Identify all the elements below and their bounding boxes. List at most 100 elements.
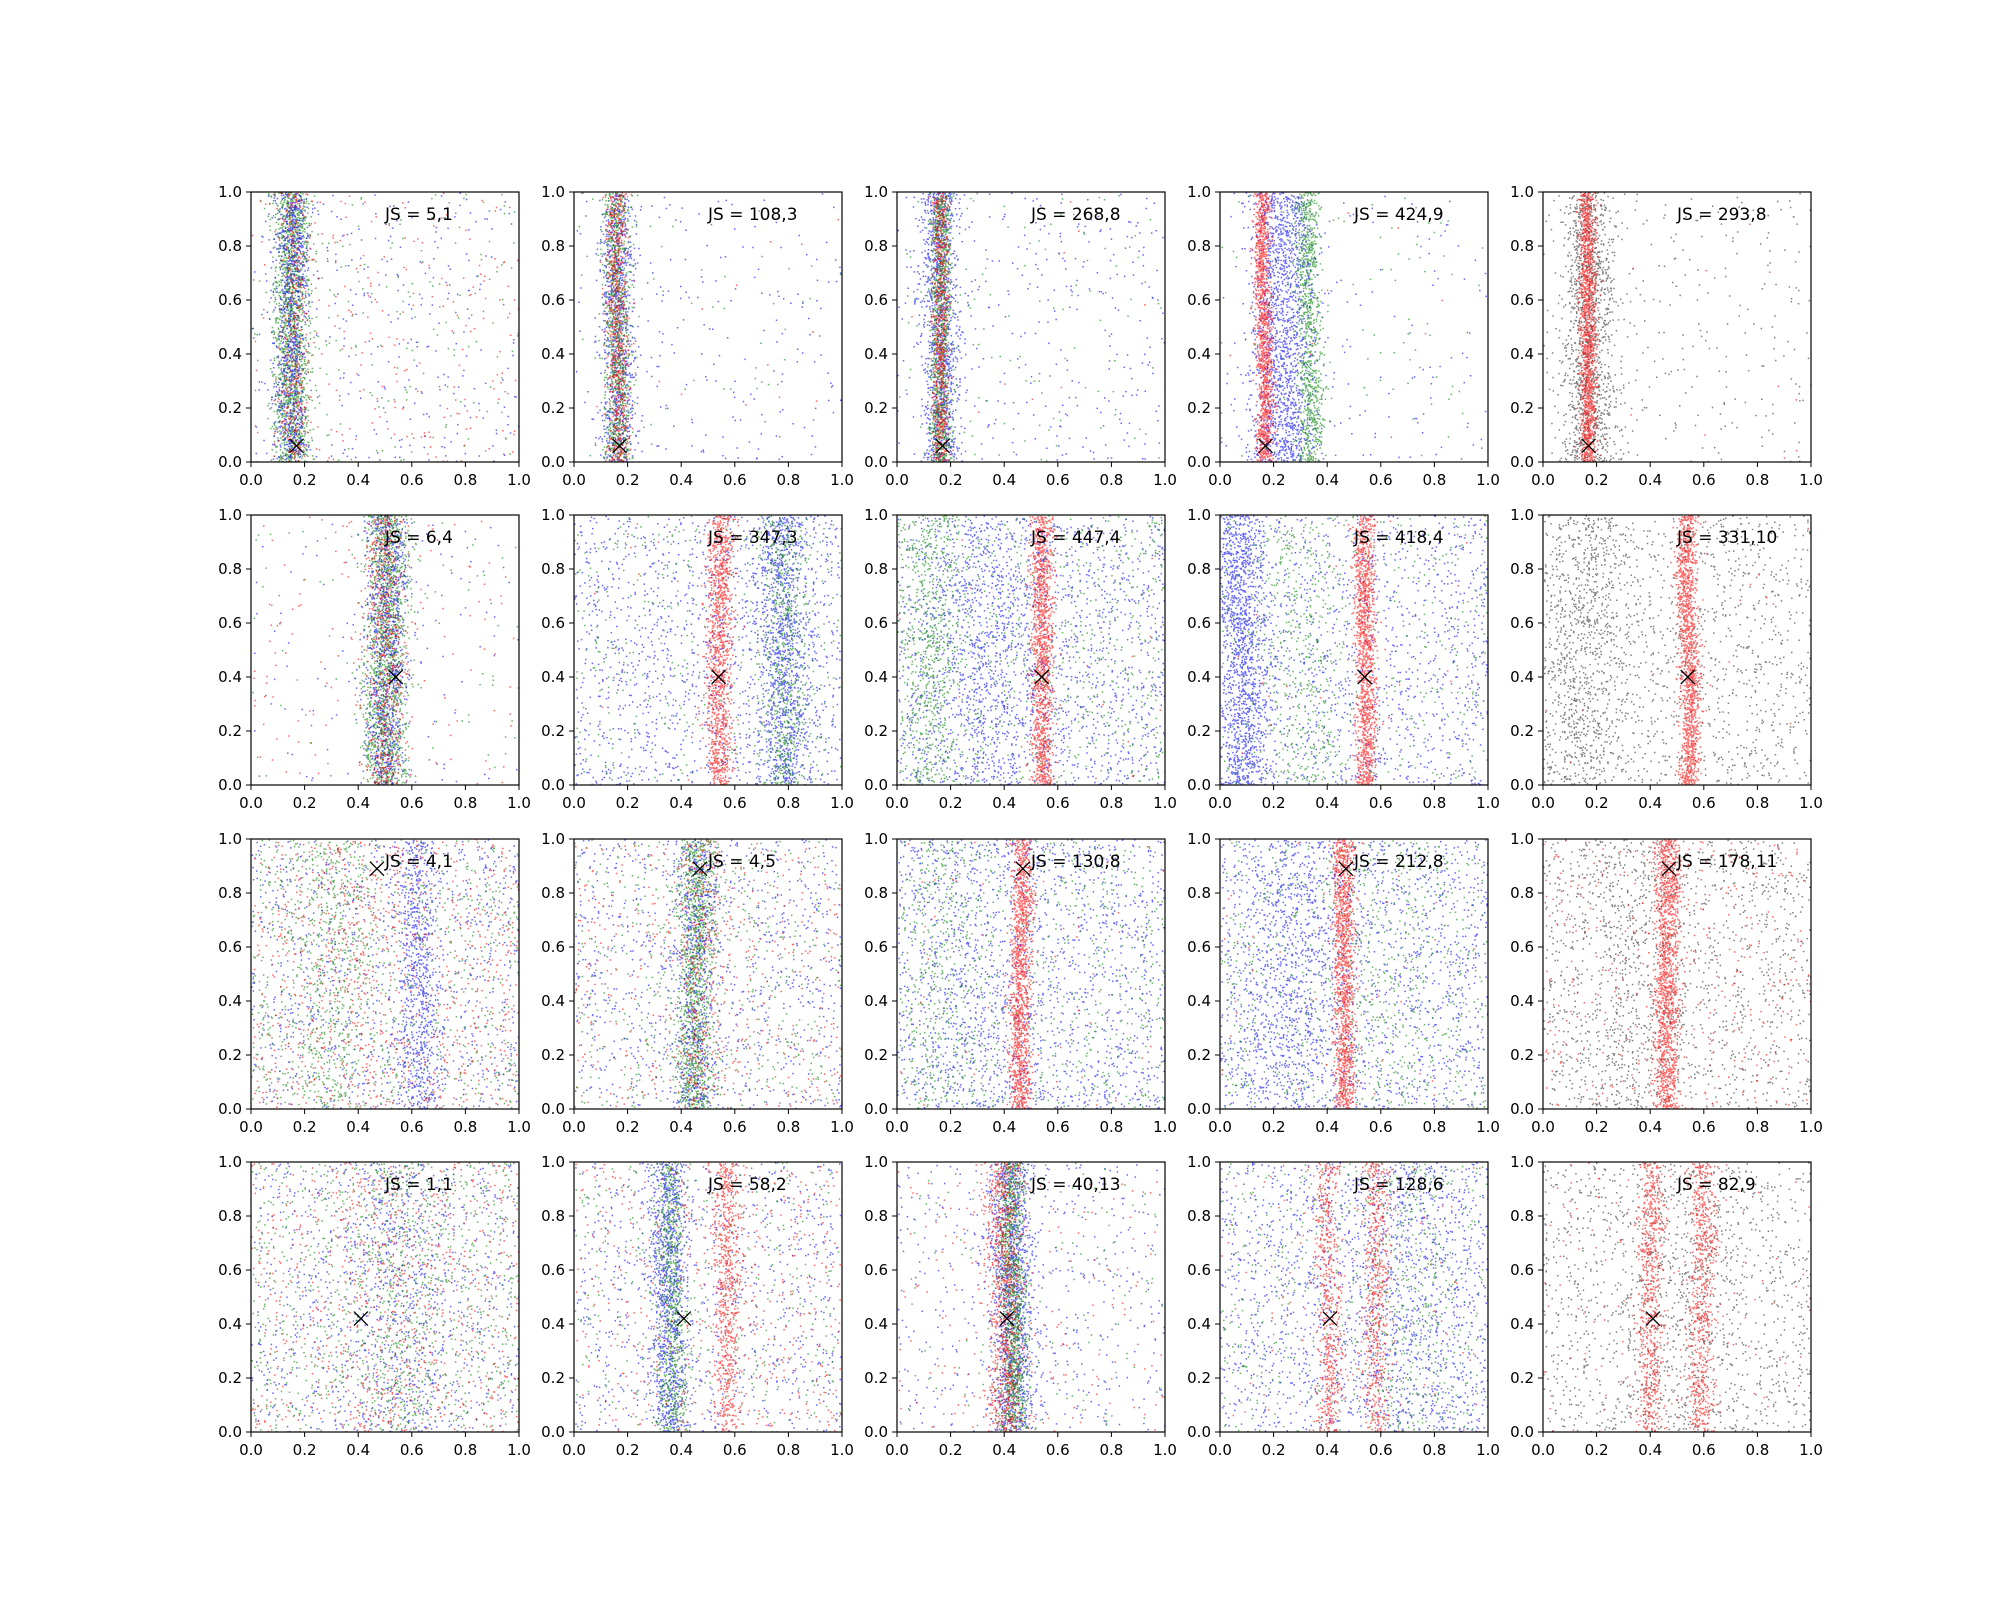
x-tick-label: 1.0 xyxy=(1153,794,1177,812)
x-tick-label: 0.0 xyxy=(885,1441,909,1459)
x-tick-label: 0.8 xyxy=(1745,794,1769,812)
y-tick-label: 0.2 xyxy=(1187,1046,1211,1064)
js-label: JS = 6,4 xyxy=(384,528,453,548)
y-tick-label: 0.6 xyxy=(218,1261,242,1279)
x-tick-label: 0.6 xyxy=(1692,471,1716,489)
x-tick-label: 1.0 xyxy=(1476,794,1500,812)
x-tick-label: 1.0 xyxy=(1153,1118,1177,1136)
x-tick-label: 0.4 xyxy=(669,1118,693,1136)
panel-2-1: 0.00.00.20.20.40.40.60.60.80.81.01.0JS =… xyxy=(218,506,531,812)
y-tick-label: 0.4 xyxy=(864,1315,888,1333)
points-black xyxy=(1543,515,1812,786)
x-tick-label: 0.4 xyxy=(1315,794,1339,812)
panel-3-4: 0.00.00.20.20.40.40.60.60.80.81.01.0JS =… xyxy=(1187,830,1500,1136)
y-tick-label: 0.2 xyxy=(1187,1369,1211,1387)
y-tick-label: 0.0 xyxy=(1510,1100,1534,1118)
y-tick-label: 0.4 xyxy=(218,992,242,1010)
y-tick-label: 0.2 xyxy=(1510,399,1534,417)
x-tick-label: 0.2 xyxy=(939,471,963,489)
axes-frame xyxy=(574,1162,842,1432)
js-label: JS = 4,5 xyxy=(707,852,776,872)
y-tick-label: 0.2 xyxy=(541,722,565,740)
js-label: JS = 128,6 xyxy=(1353,1175,1444,1195)
x-tick-label: 0.2 xyxy=(939,1441,963,1459)
x-tick-label: 0.0 xyxy=(885,794,909,812)
y-tick-label: 0.0 xyxy=(541,1423,565,1441)
js-label: JS = 347,3 xyxy=(707,528,798,548)
y-tick-label: 0.0 xyxy=(1187,453,1211,471)
x-tick-label: 0.8 xyxy=(1422,794,1446,812)
y-tick-label: 0.0 xyxy=(218,1423,242,1441)
x-tick-label: 0.6 xyxy=(723,1118,747,1136)
panel-3-3: 0.00.00.20.20.40.40.60.60.80.81.01.0JS =… xyxy=(864,830,1177,1136)
y-tick-label: 0.4 xyxy=(541,668,565,686)
x-tick-label: 0.6 xyxy=(723,471,747,489)
axes-frame xyxy=(1543,1162,1811,1432)
y-tick-label: 0.6 xyxy=(1187,938,1211,956)
x-tick-label: 0.8 xyxy=(1099,471,1123,489)
x-tick-label: 0.2 xyxy=(293,794,317,812)
y-tick-label: 0.4 xyxy=(1187,668,1211,686)
y-tick-label: 0.4 xyxy=(541,992,565,1010)
x-tick-label: 1.0 xyxy=(1799,471,1823,489)
y-tick-label: 0.8 xyxy=(541,560,565,578)
y-tick-label: 0.0 xyxy=(1510,453,1534,471)
js-label: JS = 268,8 xyxy=(1030,205,1121,225)
x-tick-label: 1.0 xyxy=(507,794,531,812)
y-tick-label: 0.6 xyxy=(218,614,242,632)
panel-3-5: 0.00.00.20.20.40.40.60.60.80.81.01.0JS =… xyxy=(1510,830,1823,1136)
y-tick-label: 1.0 xyxy=(1187,183,1211,201)
y-tick-label: 0.8 xyxy=(218,237,242,255)
y-tick-label: 0.4 xyxy=(218,345,242,363)
y-tick-label: 1.0 xyxy=(864,506,888,524)
js-label: JS = 212,8 xyxy=(1353,852,1444,872)
y-tick-label: 0.6 xyxy=(1187,614,1211,632)
y-tick-label: 1.0 xyxy=(541,1153,565,1171)
panel-1-5: 0.00.00.20.20.40.40.60.60.80.81.01.0JS =… xyxy=(1510,183,1823,489)
x-tick-label: 0.6 xyxy=(1046,471,1070,489)
x-tick-label: 0.0 xyxy=(239,1118,263,1136)
y-tick-label: 1.0 xyxy=(864,1153,888,1171)
scatter-points xyxy=(1543,839,1812,1111)
x-tick-label: 0.2 xyxy=(1262,794,1286,812)
y-tick-label: 1.0 xyxy=(541,830,565,848)
panel-4-2: 0.00.00.20.20.40.40.60.60.80.81.01.0JS =… xyxy=(541,1153,854,1459)
x-tick-label: 0.4 xyxy=(669,471,693,489)
panel-4-5: 0.00.00.20.20.40.40.60.60.80.81.01.0JS =… xyxy=(1510,1153,1823,1459)
axes-frame xyxy=(897,1162,1165,1432)
y-tick-label: 0.0 xyxy=(541,776,565,794)
panel-2-3: 0.00.00.20.20.40.40.60.60.80.81.01.0JS =… xyxy=(864,506,1177,812)
y-tick-label: 0.2 xyxy=(1510,1369,1534,1387)
points-blue xyxy=(1220,1162,1489,1433)
x-tick-label: 0.8 xyxy=(1099,1118,1123,1136)
scatter-points xyxy=(252,192,520,463)
x-tick-label: 1.0 xyxy=(1799,1118,1823,1136)
points-red xyxy=(575,1163,842,1434)
y-tick-label: 0.0 xyxy=(541,453,565,471)
x-tick-label: 0.6 xyxy=(1369,794,1393,812)
y-tick-label: 0.2 xyxy=(1510,722,1534,740)
y-tick-label: 1.0 xyxy=(1510,506,1534,524)
x-tick-label: 0.6 xyxy=(400,471,424,489)
points-red xyxy=(1575,192,1798,463)
y-tick-label: 0.0 xyxy=(864,453,888,471)
x-tick-label: 0.4 xyxy=(346,1118,370,1136)
panel-2-2: 0.00.00.20.20.40.40.60.60.80.81.01.0JS =… xyxy=(541,506,854,812)
js-label: JS = 424,9 xyxy=(1353,205,1444,225)
x-tick-label: 0.4 xyxy=(992,1118,1016,1136)
x-tick-label: 0.4 xyxy=(992,794,1016,812)
panel-1-4: 0.00.00.20.20.40.40.60.60.80.81.01.0JS =… xyxy=(1187,183,1500,489)
panel-4-1: 0.00.00.20.20.40.40.60.60.80.81.01.0JS =… xyxy=(218,1153,531,1459)
x-tick-label: 0.0 xyxy=(1208,1441,1232,1459)
x-marker xyxy=(370,862,384,876)
x-tick-label: 0.2 xyxy=(616,1118,640,1136)
y-tick-label: 0.8 xyxy=(218,560,242,578)
panel-1-3: 0.00.00.20.20.40.40.60.60.80.81.01.0JS =… xyxy=(864,183,1177,489)
panel-2-4: 0.00.00.20.20.40.40.60.60.80.81.01.0JS =… xyxy=(1187,506,1500,812)
y-tick-label: 1.0 xyxy=(1187,830,1211,848)
y-tick-label: 0.4 xyxy=(541,1315,565,1333)
points-blue xyxy=(251,839,520,1110)
points-red xyxy=(1678,1163,1723,1434)
y-tick-label: 0.8 xyxy=(541,1207,565,1225)
x-tick-label: 0.4 xyxy=(1638,1441,1662,1459)
